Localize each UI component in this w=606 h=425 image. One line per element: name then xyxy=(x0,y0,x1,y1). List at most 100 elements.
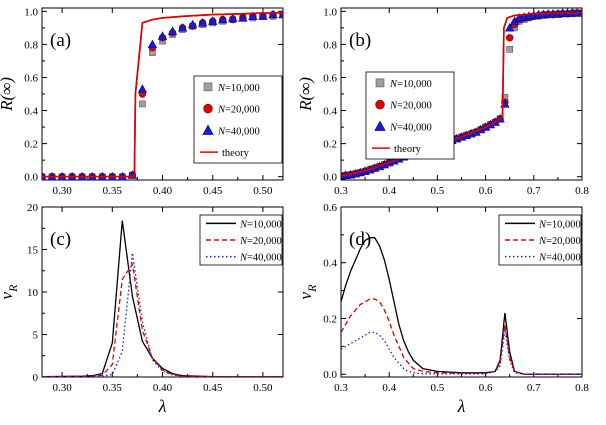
data-point xyxy=(139,100,146,108)
x-tick-label: 0.7 xyxy=(527,185,541,197)
y-axis-label: vR xyxy=(296,284,319,300)
legend-label: N=20,000 xyxy=(217,105,260,116)
data-point xyxy=(147,39,158,49)
y-tick-label: 20 xyxy=(27,202,39,214)
data-point xyxy=(238,13,248,22)
panel-label: (c) xyxy=(50,229,71,250)
y-tick-label: 0.4 xyxy=(24,106,38,118)
y-tick-label: 0.6 xyxy=(24,72,38,84)
data-point xyxy=(218,14,228,24)
y-axis-label: vR xyxy=(0,284,20,300)
y-tick-label: 0.0 xyxy=(323,369,337,381)
x-axis-label: λ xyxy=(457,396,466,416)
legend-label: N=10,000 xyxy=(538,219,581,230)
series-line xyxy=(341,237,582,375)
data-point xyxy=(187,19,198,29)
legend-label: N=20,000 xyxy=(389,101,432,112)
data-point xyxy=(207,16,218,25)
legend-label: theory xyxy=(394,144,422,155)
y-tick-label: 1.0 xyxy=(24,6,38,18)
y-tick-label: 1.0 xyxy=(323,6,337,18)
legend-label: N=20,000 xyxy=(538,236,581,247)
y-tick-label: 0.6 xyxy=(323,72,337,84)
y-tick-label: 0.4 xyxy=(323,106,337,118)
data-layer xyxy=(42,9,283,180)
y-tick-label: 0.8 xyxy=(24,39,38,51)
legend: N=10,000 N=20,000 N=40,000 xyxy=(199,214,283,266)
x-tick-label: 0.7 xyxy=(527,382,541,394)
y-axis-label: R(∞) xyxy=(296,77,315,112)
data-point xyxy=(504,23,515,32)
x-tick-label: 0.3 xyxy=(334,382,348,394)
legend-label: N=40,000 xyxy=(389,122,432,133)
x-tick-label: 0.40 xyxy=(153,185,173,197)
y-tick-label: 0.6 xyxy=(323,202,337,214)
y-tick-label: 15 xyxy=(27,245,39,257)
series-line xyxy=(341,298,582,375)
legend-label: N=40,000 xyxy=(239,253,282,264)
x-tick-label: 0.8 xyxy=(575,382,589,394)
y-tick-label: 10 xyxy=(27,287,39,299)
y-tick-label: 0.2 xyxy=(24,139,38,151)
legend-marker xyxy=(203,82,213,92)
legend-marker xyxy=(203,103,213,114)
legend: N=10,000 N=20,000 N=40,000 theory xyxy=(193,75,283,164)
panel-label: (b) xyxy=(349,30,371,51)
panel-label: (d) xyxy=(349,229,371,250)
x-tick-label: 0.50 xyxy=(253,382,273,394)
series-line xyxy=(341,329,582,375)
data-layer xyxy=(42,220,283,377)
x-tick-label: 0.6 xyxy=(479,382,493,394)
x-tick-label: 0.50 xyxy=(253,185,273,197)
y-tick-label: 0.2 xyxy=(323,139,337,151)
x-tick-label: 0.4 xyxy=(382,382,396,394)
data-point xyxy=(137,84,148,93)
data-point xyxy=(177,23,188,32)
data-point xyxy=(258,11,268,20)
x-tick-label: 0.45 xyxy=(203,185,223,197)
panel-a: 0.30 0.35 0.40 0.45 0.50 0.0 0.2 0.4 0.6 0.8 1.0 (a… xyxy=(0,6,284,197)
data-point xyxy=(167,26,178,35)
panel-b: 0.3 0.4 0.5 0.6 0.7 0.8 0.0 0.2 0.4 0.6 0.8 1.0 (b) R… xyxy=(296,6,589,197)
legend-marker xyxy=(375,78,385,88)
data-point xyxy=(228,13,238,22)
panel-c: 0.30 0.35 0.40 0.45 0.50 0 5 10 15 20 (c) vR λ N=10,0… xyxy=(0,202,284,416)
x-tick-label: 0.35 xyxy=(103,382,123,394)
data-point xyxy=(506,46,514,53)
data-layer xyxy=(341,237,582,375)
legend-label: N=10,000 xyxy=(239,219,282,230)
data-point xyxy=(197,18,208,27)
legend-label: N=10,000 xyxy=(389,79,432,90)
series-line xyxy=(42,252,283,377)
y-tick-label: 0.2 xyxy=(323,313,337,325)
legend: N=10,000 N=20,000 N=40,000 theory xyxy=(365,71,455,160)
x-axis-label: λ xyxy=(158,396,167,416)
y-tick-label: 0.4 xyxy=(323,258,337,270)
x-tick-label: 0.30 xyxy=(52,185,72,197)
legend-marker xyxy=(202,124,214,135)
legend: N=10,000 N=20,000 N=40,000 xyxy=(498,214,582,266)
legend-label: N=20,000 xyxy=(239,236,282,247)
y-tick-label: 0.0 xyxy=(24,172,38,184)
y-tick-label: 0 xyxy=(33,372,39,384)
x-tick-label: 0.30 xyxy=(52,382,72,394)
x-tick-label: 0.40 xyxy=(153,382,173,394)
x-tick-label: 0.4 xyxy=(382,185,396,197)
x-tick-label: 0.45 xyxy=(203,382,223,394)
panel-label: (a) xyxy=(50,30,71,51)
x-tick-label: 0.3 xyxy=(334,185,348,197)
data-point xyxy=(268,9,278,19)
x-tick-label: 0.5 xyxy=(431,185,445,197)
x-tick-label: 0.35 xyxy=(103,185,123,197)
x-tick-label: 0.8 xyxy=(575,185,589,197)
legend-marker xyxy=(374,120,386,131)
y-tick-label: 0.0 xyxy=(323,172,337,184)
data-point xyxy=(248,11,258,20)
data-point xyxy=(157,31,168,40)
y-tick-label: 0.8 xyxy=(323,39,337,51)
theory-line xyxy=(341,12,582,177)
y-axis-label: R(∞) xyxy=(0,77,16,112)
legend-label: N=10,000 xyxy=(217,83,260,94)
legend-label: N=40,000 xyxy=(538,253,581,264)
